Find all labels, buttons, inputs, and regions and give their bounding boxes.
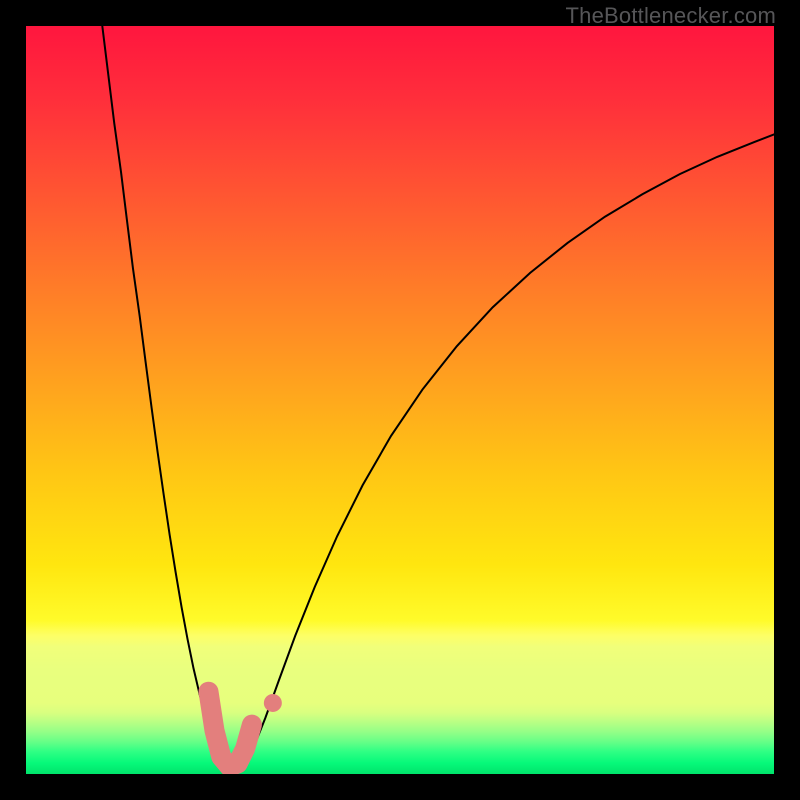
heat-gradient-background xyxy=(26,26,774,774)
plot-area xyxy=(26,26,774,774)
